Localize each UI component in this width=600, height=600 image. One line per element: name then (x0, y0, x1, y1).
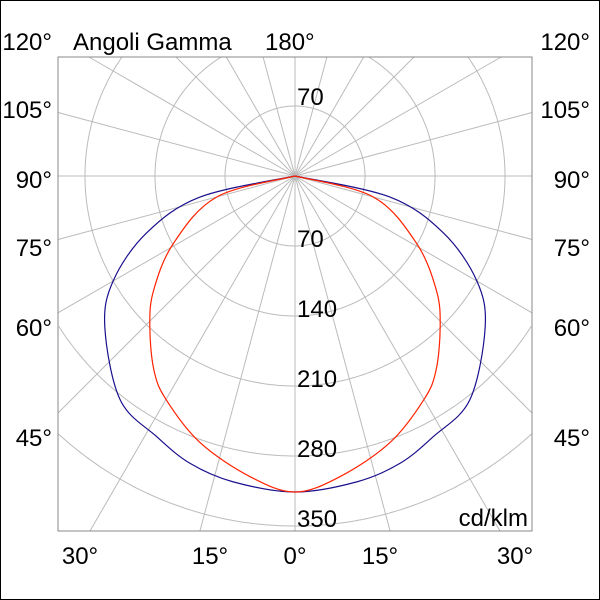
grid-spoke (294, 175, 533, 314)
unit-label: cd/klm (459, 505, 528, 532)
curves (103, 175, 487, 493)
grid-spoke (88, 56, 296, 177)
radial-tick-label: 280 (297, 436, 337, 463)
radial-tick-label: 350 (297, 506, 337, 533)
series-curve-1 (149, 175, 441, 493)
grid-spoke (294, 56, 328, 177)
grid-spoke (57, 175, 296, 314)
angle-label-bottom: 0° (284, 543, 307, 570)
grid-spoke (199, 175, 296, 532)
grid-spoke (57, 175, 296, 414)
grid-ring (84, 56, 506, 387)
grid (57, 56, 533, 532)
grid-spoke (294, 56, 415, 177)
grid-spoke (57, 175, 296, 240)
angle-label-bottom: 15° (362, 543, 398, 570)
labels: Angoli Gamma 180° cd/klm 70 140 210 280 350 7… (2, 29, 590, 570)
grid-spoke (294, 175, 391, 532)
angle-label-left: 120° (2, 29, 52, 56)
radial-tick-label: 210 (297, 366, 337, 393)
angle-label-left: 90° (16, 167, 52, 194)
top-angle-label: 180° (265, 29, 315, 56)
grid-spoke (294, 175, 533, 240)
plot-border (57, 56, 533, 532)
grid-ring (154, 56, 436, 317)
angle-label-bottom: 15° (192, 543, 228, 570)
grid-spoke (262, 56, 296, 177)
angle-label-right: 75° (554, 235, 590, 262)
grid-spoke (294, 112, 533, 177)
angle-label-left: 75° (16, 235, 52, 262)
grid-spoke (294, 175, 533, 414)
radial-tick-label: 140 (297, 296, 337, 323)
angle-label-bottom: 30° (62, 543, 98, 570)
radial-tick-label: 70 (297, 226, 324, 253)
grid-spoke (294, 175, 501, 532)
grid-spoke (294, 56, 502, 177)
angle-label-right: 105° (540, 97, 590, 124)
angle-label-left: 105° (2, 97, 52, 124)
angle-label-right: 60° (554, 315, 590, 342)
angle-label-left: 60° (16, 315, 52, 342)
angle-label-right: 90° (554, 167, 590, 194)
grid-spoke (294, 56, 365, 177)
angle-label-left: 45° (16, 425, 52, 452)
grid-spoke (225, 56, 296, 177)
angle-label-bottom: 30° (497, 543, 533, 570)
grid-spoke (175, 56, 296, 177)
radial-tick-label-top: 70 (297, 84, 324, 111)
angle-label-right: 120° (540, 29, 590, 56)
angle-label-right: 45° (554, 425, 590, 452)
grid-spoke (89, 175, 296, 532)
grid-spoke (57, 112, 296, 177)
chart-title: Angoli Gamma (73, 29, 232, 56)
